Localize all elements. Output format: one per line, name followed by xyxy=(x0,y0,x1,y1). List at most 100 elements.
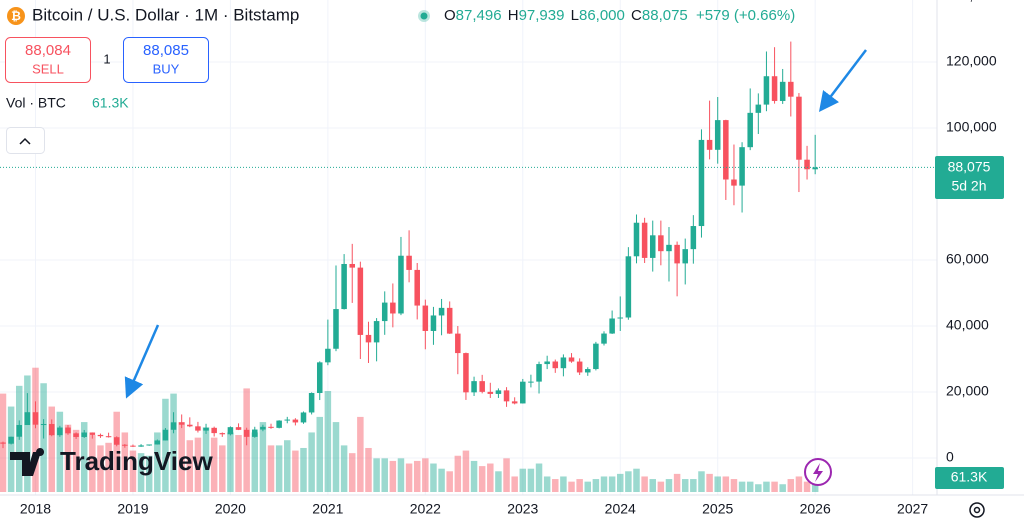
spread: 1 xyxy=(103,51,110,66)
candle-body xyxy=(105,436,112,438)
candle-body xyxy=(479,381,485,392)
candle-body xyxy=(422,305,429,331)
candle-body xyxy=(187,424,193,427)
volume-bar xyxy=(470,460,478,492)
watermark-logo xyxy=(10,448,45,476)
volume-bar xyxy=(259,422,267,492)
buy-label: BUY xyxy=(153,61,180,76)
candle-body xyxy=(796,96,802,160)
sell-box[interactable] xyxy=(5,37,91,83)
candle-body xyxy=(333,309,339,349)
sell-label: SELL xyxy=(32,61,64,76)
candle-body xyxy=(763,76,770,105)
candle-body xyxy=(788,81,794,97)
candle-body xyxy=(138,445,144,447)
buy-button[interactable]: 88,085 BUY xyxy=(123,37,209,83)
candle-body xyxy=(658,235,664,252)
buy-box[interactable] xyxy=(123,37,209,83)
candle-body xyxy=(154,440,161,445)
chart-title: Bitcoin / U.S. Dollar · 1M · Bitstamp xyxy=(32,5,299,24)
candle-body xyxy=(739,147,745,186)
volume-bar xyxy=(730,479,738,492)
volume-bar xyxy=(576,479,583,492)
volume-bar xyxy=(617,473,624,492)
volume-bar xyxy=(64,424,72,492)
candle-body xyxy=(260,426,266,430)
collapse-button[interactable] xyxy=(6,127,45,154)
y-tick-label: 40,000 xyxy=(946,317,989,333)
x-tick-label: 2021 xyxy=(312,501,343,517)
volume-bar xyxy=(714,476,721,492)
volume-bar xyxy=(235,435,242,492)
candle-body xyxy=(495,390,502,394)
candle-body xyxy=(487,391,494,394)
candle-body xyxy=(268,426,274,428)
candle-body xyxy=(308,393,315,413)
ohlc-value: 86,000 xyxy=(579,7,625,24)
candle-body xyxy=(195,426,201,431)
assistant-icon[interactable] xyxy=(804,458,832,486)
ohlc-key: H xyxy=(508,7,519,24)
candle-body xyxy=(219,433,226,435)
candle-body xyxy=(617,317,624,319)
volume-bar xyxy=(137,453,145,492)
volume-bar xyxy=(771,481,778,492)
candle-body xyxy=(511,401,518,404)
volume-bar xyxy=(722,476,730,492)
volume-bar xyxy=(673,473,681,492)
volume-bar xyxy=(202,427,210,492)
volume-bar xyxy=(105,442,112,492)
volume-bar xyxy=(446,471,453,492)
volume-bar xyxy=(373,458,380,492)
candle-body xyxy=(211,427,217,434)
candle-body xyxy=(438,307,445,316)
axes: 0 20,000 40,000 60,000 100,000 120,000 140,000… xyxy=(20,0,997,517)
ohlc-value: 88,075 xyxy=(642,7,688,24)
candle-body xyxy=(227,427,234,435)
volume-bar xyxy=(219,445,226,492)
candle-body xyxy=(325,348,331,363)
volume-bar xyxy=(438,468,445,492)
candle-body xyxy=(341,263,347,310)
candle-body xyxy=(528,381,534,383)
volume-bar xyxy=(690,479,697,492)
volume-bar xyxy=(560,476,567,492)
y-tick-label: 120,000 xyxy=(946,53,997,69)
candle-body xyxy=(455,333,461,354)
candle-body xyxy=(406,255,412,270)
candle-body xyxy=(398,255,404,314)
last-volume-label: 61.3K xyxy=(951,469,988,485)
candle-body xyxy=(365,334,372,343)
volume-bar xyxy=(316,416,323,492)
sell-button[interactable]: 88,084 SELL xyxy=(5,37,91,83)
volume-bar xyxy=(275,445,283,492)
volume-bar xyxy=(413,460,421,492)
settings-button[interactable] xyxy=(969,502,985,518)
volume-bar xyxy=(80,422,88,492)
candle-body xyxy=(0,442,6,444)
candle-body xyxy=(414,269,420,306)
candle-body xyxy=(446,307,453,334)
candle-body xyxy=(503,390,510,402)
candle-body xyxy=(804,159,810,170)
volume-bar xyxy=(284,440,291,492)
candle-body xyxy=(373,321,380,343)
candle-body xyxy=(130,445,136,447)
volume-bar xyxy=(633,468,640,492)
volume-bar xyxy=(178,422,185,492)
volume-bar xyxy=(503,458,510,492)
candle-body xyxy=(649,235,656,258)
candle-body xyxy=(520,381,526,404)
x-tick-label: 2026 xyxy=(800,501,831,517)
candle-body xyxy=(284,419,291,421)
candle-body xyxy=(463,353,469,393)
volume-bar xyxy=(552,479,559,492)
volume-bar xyxy=(162,398,169,492)
last-price-label: 88,075 xyxy=(948,159,991,175)
candle-body xyxy=(633,222,640,257)
volume-bar xyxy=(170,393,177,492)
y-tick-label: 140,000 xyxy=(946,0,997,3)
candle-body xyxy=(698,139,705,227)
volume-bar xyxy=(251,432,259,492)
